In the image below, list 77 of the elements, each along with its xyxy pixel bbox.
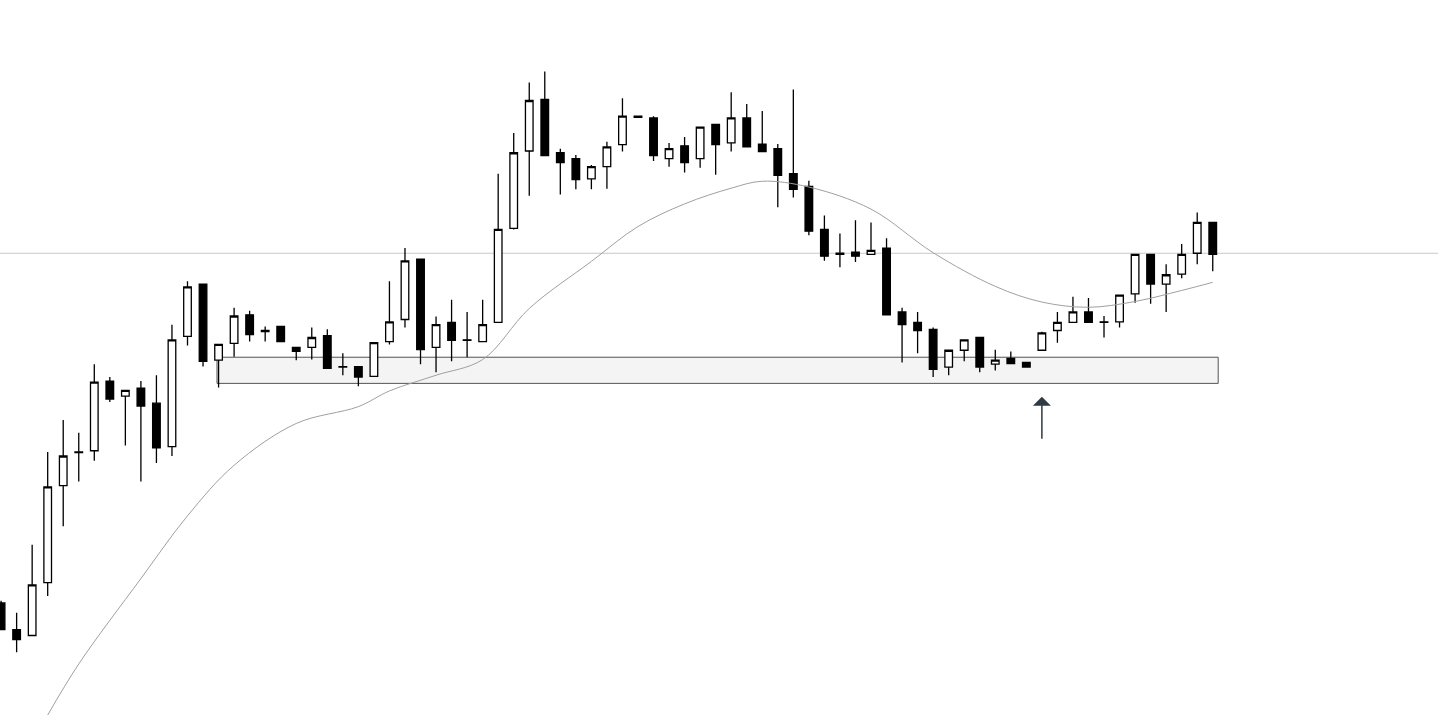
candlestick — [509, 132, 519, 231]
candlestick — [183, 280, 192, 347]
candlestick — [1161, 263, 1171, 313]
candlestick — [105, 376, 115, 403]
candlestick — [89, 363, 99, 462]
candlestick — [1208, 221, 1218, 272]
candlestick — [1099, 315, 1109, 339]
candlestick — [214, 343, 224, 389]
candlestick — [493, 173, 503, 324]
candlestick — [27, 544, 37, 637]
candlestick — [866, 221, 876, 256]
candlestick — [151, 374, 161, 464]
candlestick — [664, 142, 674, 168]
candlestick — [384, 280, 394, 346]
candlestick — [1192, 211, 1202, 265]
candlestick — [773, 143, 783, 209]
candlestick — [229, 307, 239, 358]
candlestick — [307, 326, 317, 361]
candlestick — [975, 336, 985, 373]
candlestick — [167, 324, 177, 457]
candlestick — [1130, 253, 1140, 304]
candlestick — [618, 97, 627, 153]
candlestick — [462, 311, 472, 358]
candlestick — [726, 91, 736, 153]
candlestick — [276, 325, 286, 343]
candlestick — [680, 136, 690, 174]
candlestick — [540, 70, 550, 157]
candlestick — [74, 432, 84, 483]
candlestick — [1177, 243, 1187, 279]
candlestick — [788, 88, 798, 199]
candlestick — [58, 419, 68, 527]
candlestick — [416, 258, 425, 365]
candlestick — [1006, 350, 1016, 365]
candlestick — [12, 612, 22, 653]
candlestick — [602, 141, 612, 190]
candlestick — [1115, 294, 1124, 329]
candlestick — [742, 103, 752, 148]
candlestick — [291, 346, 301, 361]
candlestick — [804, 180, 814, 236]
candlestick — [819, 214, 829, 262]
candlestick — [990, 349, 1000, 372]
candlestick — [913, 311, 923, 354]
candlestick — [555, 148, 565, 196]
candlestick — [711, 123, 721, 176]
candlestick — [571, 154, 581, 191]
candlestick — [835, 232, 845, 268]
candlestick — [369, 342, 379, 378]
candlestick — [1037, 331, 1047, 351]
candlestick — [136, 380, 146, 483]
candlestick — [478, 299, 488, 343]
candlestick — [1084, 297, 1093, 324]
candlestick — [353, 365, 363, 387]
candlestick — [1021, 361, 1031, 368]
candlestick — [1068, 296, 1078, 324]
candlestick — [1052, 311, 1062, 344]
candlestick — [928, 326, 938, 378]
candlestick — [338, 352, 348, 376]
candlestick — [120, 389, 130, 447]
candlestick — [447, 299, 457, 362]
candlestick — [897, 307, 907, 364]
candlestick — [431, 315, 441, 373]
candlestick — [649, 115, 658, 162]
candlestick — [586, 164, 596, 191]
candlestick — [1146, 253, 1156, 305]
candlestick — [400, 247, 410, 329]
candlestick — [43, 451, 53, 597]
candlestick — [851, 219, 860, 263]
candlestick — [245, 310, 255, 343]
candlestick — [882, 237, 891, 316]
candlestick — [944, 349, 954, 376]
candlestick — [757, 110, 767, 153]
candlestick — [959, 339, 969, 362]
candlestick — [260, 325, 270, 343]
candlestick — [198, 283, 208, 368]
candlestick — [695, 126, 705, 169]
candlestick — [524, 81, 534, 197]
candlestick — [322, 328, 332, 369]
